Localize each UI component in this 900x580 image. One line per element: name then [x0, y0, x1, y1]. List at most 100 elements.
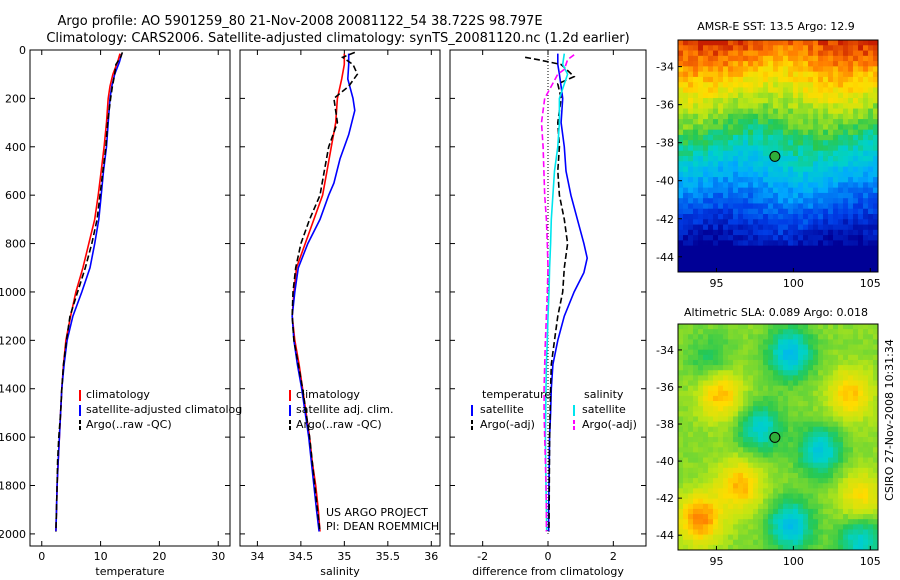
heatmap-cell [708, 208, 714, 215]
heatmap-cell [798, 198, 804, 204]
heatmap-cell [813, 472, 819, 479]
heatmap-cell [833, 508, 839, 515]
heatmap-cell [808, 171, 814, 178]
heatmap-cell [728, 472, 734, 479]
heatmap-cell [763, 119, 769, 125]
heatmap-cell [833, 150, 839, 157]
heatmap-cell [803, 344, 809, 351]
heatmap-cell [693, 529, 699, 535]
heatmap-cell [833, 483, 839, 489]
heatmap-cell [868, 150, 874, 157]
heatmap-cell [873, 344, 879, 351]
heatmap-cell [783, 40, 789, 46]
heatmap-cell [728, 145, 734, 152]
heatmap-cell [688, 92, 694, 99]
heatmap-cell [743, 224, 749, 231]
heatmap-cell [748, 524, 754, 530]
heatmap-cell [768, 354, 774, 361]
heatmap-cell [733, 539, 739, 546]
heatmap-cell [748, 467, 754, 474]
heatmap-cell [728, 442, 734, 448]
heatmap-cell [868, 98, 874, 104]
heatmap-cell [838, 508, 844, 515]
heatmap-cell [803, 411, 809, 417]
heatmap-cell [733, 483, 739, 489]
heatmap-cell [683, 140, 689, 146]
heatmap-cell [873, 166, 879, 173]
heatmap-cell [793, 539, 799, 546]
heatmap-cell [853, 76, 859, 83]
heatmap-cell [833, 156, 839, 162]
heatmap-cell [778, 134, 784, 141]
heatmap-cell [708, 266, 714, 273]
heatmap-cell [838, 261, 844, 268]
heatmap-cell [703, 145, 709, 152]
heatmap-cell [868, 365, 874, 371]
heatmap-cell [748, 250, 754, 257]
heatmap-cell [868, 339, 874, 345]
heatmap-cell [818, 390, 824, 397]
heatmap-cell [858, 472, 864, 479]
heatmap-cell [688, 344, 694, 351]
heatmap-cell [768, 339, 774, 345]
heatmap-cell [808, 166, 814, 173]
heatmap-cell [768, 329, 774, 335]
heatmap-cell [713, 472, 719, 479]
heatmap-cell [723, 498, 729, 505]
heatmap-cell [833, 421, 839, 428]
heatmap-cell [708, 145, 714, 152]
heatmap-cell [723, 380, 729, 387]
heatmap-cell [858, 113, 864, 120]
difference-salinity-argo-adj-line [540, 54, 575, 532]
heatmap-cell [758, 134, 764, 141]
heatmap-cell [738, 329, 744, 335]
heatmap-cell [868, 76, 874, 83]
heatmap-cell [853, 208, 859, 215]
heatmap-cell [708, 98, 714, 104]
heatmap-cell [768, 208, 774, 215]
heatmap-cell [808, 256, 814, 262]
heatmap-cell [688, 113, 694, 120]
heatmap-cell [713, 483, 719, 489]
heatmap-cell [863, 416, 869, 422]
heatmap-cell [813, 177, 819, 183]
heatmap-cell [803, 431, 809, 438]
heatmap-cell [718, 98, 724, 104]
heatmap-cell [713, 50, 719, 57]
heatmap-cell [838, 431, 844, 438]
heatmap-cell [758, 177, 764, 183]
heatmap-cell [823, 240, 829, 247]
heatmap-cell [863, 76, 869, 83]
heatmap-cell [843, 224, 849, 231]
heatmap-cell [703, 426, 709, 433]
heatmap-cell [838, 119, 844, 125]
heatmap-cell [758, 40, 764, 46]
heatmap-cell [813, 488, 819, 494]
heatmap-cell [783, 192, 789, 199]
heatmap-cell [843, 406, 849, 412]
heatmap-cell [773, 166, 779, 173]
heatmap-cell [733, 266, 739, 273]
heatmap-cell [723, 411, 729, 417]
heatmap-cell [838, 519, 844, 525]
heatmap-cell [873, 385, 879, 392]
heatmap-cell [813, 385, 819, 392]
heatmap-cell [813, 92, 819, 99]
heatmap-cell [858, 45, 864, 51]
heatmap-cell [838, 55, 844, 62]
heatmap-cell [838, 503, 844, 510]
heatmap-cell [788, 55, 794, 62]
heatmap-cell [823, 214, 829, 220]
depth-tick-label: 200 [5, 92, 26, 105]
heatmap-cell [683, 462, 689, 469]
heatmap-cell [718, 219, 724, 225]
heatmap-cell [853, 98, 859, 104]
heatmap-cell [763, 150, 769, 157]
heatmap-cell [683, 483, 689, 489]
heatmap-cell [798, 416, 804, 422]
heatmap-cell [788, 256, 794, 262]
heatmap-cell [723, 390, 729, 397]
heatmap-cell [818, 134, 824, 141]
heatmap-cell [873, 426, 879, 433]
heatmap-cell [758, 462, 764, 469]
